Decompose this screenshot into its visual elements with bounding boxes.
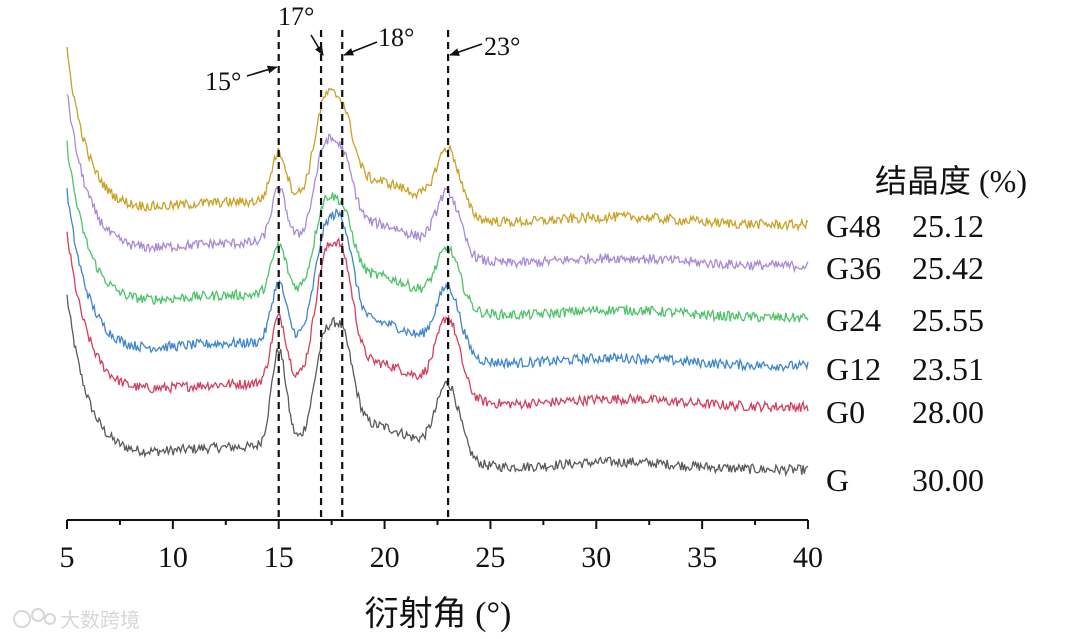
legend-value-g48: 25.12 bbox=[912, 208, 984, 244]
x-axis: 5 10 15 20 25 30 35 40 bbox=[60, 519, 823, 574]
legend-value-g12: 23.51 bbox=[912, 351, 984, 387]
curves-layer bbox=[66, 47, 809, 478]
legend-name-g12: G12 bbox=[826, 351, 881, 387]
x-tick-label: 20 bbox=[370, 541, 400, 574]
legend-value-g36: 25.42 bbox=[912, 250, 984, 286]
series-line-g bbox=[66, 294, 809, 478]
legend-name-g36: G36 bbox=[826, 250, 881, 286]
series-line-g48 bbox=[66, 47, 809, 232]
peak-arrow bbox=[343, 41, 378, 56]
x-axis-label: 衍射角 (°) bbox=[365, 595, 512, 633]
peak-label: 23° bbox=[484, 32, 520, 61]
watermark: 大数跨境 bbox=[13, 608, 140, 632]
legend-value-g: 30.00 bbox=[912, 462, 984, 498]
watermark-logo-icon bbox=[13, 608, 56, 628]
series-line-g12 bbox=[66, 187, 809, 373]
series-line-g24 bbox=[66, 140, 809, 323]
legend-value-g0: 28.00 bbox=[912, 394, 984, 430]
legend-name-g: G bbox=[826, 462, 849, 498]
peak-markers-layer: 15° 17° 18° 23° bbox=[205, 2, 520, 518]
series-line-g36 bbox=[66, 94, 809, 274]
legend-value-g24: 25.55 bbox=[912, 302, 984, 338]
x-tick-label: 40 bbox=[793, 541, 823, 574]
peak-label: 15° bbox=[205, 67, 241, 96]
x-tick-label: 5 bbox=[60, 541, 75, 574]
peak-label: 17° bbox=[278, 2, 314, 31]
watermark-text: 大数跨境 bbox=[60, 608, 140, 632]
x-tick-label: 25 bbox=[475, 541, 505, 574]
x-tick-label: 15 bbox=[264, 541, 294, 574]
legend: 结晶度 (%) G48 25.12 G36 25.42 G24 25.55 G12 23.51… bbox=[826, 163, 1027, 498]
peak-arrow bbox=[246, 65, 278, 77]
legend-name-g48: G48 bbox=[826, 208, 881, 244]
x-tick-label: 30 bbox=[581, 541, 611, 574]
legend-name-g24: G24 bbox=[826, 302, 881, 338]
x-tick-label: 10 bbox=[158, 541, 188, 574]
x-tick-label: 35 bbox=[687, 541, 717, 574]
peak-label: 18° bbox=[378, 23, 414, 52]
peak-arrow bbox=[449, 43, 483, 56]
series-line-g0 bbox=[66, 231, 809, 414]
peak-arrow bbox=[310, 34, 324, 56]
legend-name-g0: G0 bbox=[826, 394, 865, 430]
legend-header: 结晶度 (%) bbox=[875, 163, 1027, 199]
